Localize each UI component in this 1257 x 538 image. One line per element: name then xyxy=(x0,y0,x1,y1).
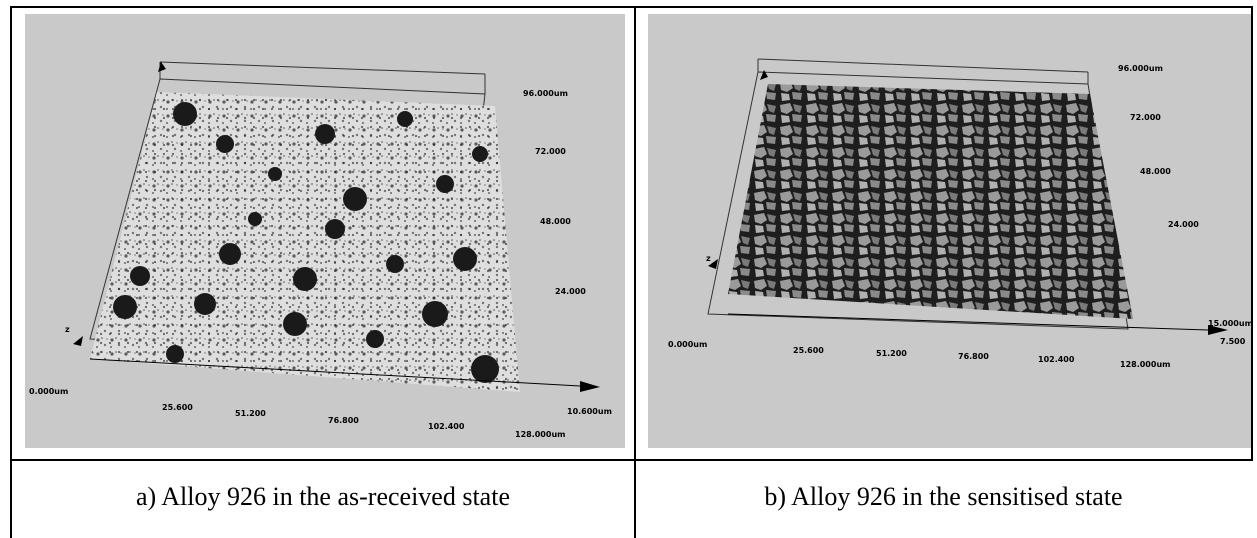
panel-a-x-tick-5: 128.000um xyxy=(515,430,565,439)
panel-b-surface-plot: 0.000um 25.600 51.200 76.800 102.400 128… xyxy=(668,58,1251,369)
panel-a-caption: a) Alloy 926 in the as-received state xyxy=(136,482,510,511)
panel-a-image: 0.000um 25.600 51.200 76.800 102.400 128… xyxy=(25,14,625,448)
panel-b-x-tick-4: 102.400 xyxy=(1038,355,1075,364)
panel-b-z-extra-label: 7.500 xyxy=(1220,337,1246,346)
panel-b-x-tick-2: 51.200 xyxy=(876,349,907,358)
panel-a-y-tick-2: 48.000 xyxy=(540,217,571,226)
figure-table: 0.000um 25.600 51.200 76.800 102.400 128… xyxy=(10,6,1253,538)
panel-a-x-tick-1: 25.600 xyxy=(162,403,193,412)
table-border-mid xyxy=(634,6,636,538)
panel-b-y-tick-3: 72.000 xyxy=(1130,113,1161,122)
panel-b-z-max-label: 15.000um xyxy=(1208,319,1251,328)
panel-a-y-tick-1: 24.000 xyxy=(555,287,586,296)
panel-a-y-tick-3: 72.000 xyxy=(535,147,566,156)
panel-a-z-max-label: 10.600um xyxy=(567,407,612,416)
panel-a-origin-label: 0.000um xyxy=(29,387,68,396)
panel-b-surface xyxy=(728,84,1133,319)
table-border-row xyxy=(10,459,1253,461)
panel-a-x-tick-4: 102.400 xyxy=(428,422,465,431)
panel-b-y-tick-1: 24.000 xyxy=(1168,220,1199,229)
panel-a-surface-plot: 0.000um 25.600 51.200 76.800 102.400 128… xyxy=(29,61,612,439)
panel-a-y-tick-4: 96.000um xyxy=(523,89,568,98)
panel-a-z-axis-label: z xyxy=(65,325,70,334)
table-border-right xyxy=(1251,6,1253,461)
table-border-top xyxy=(10,6,1253,8)
panel-b-x-tick-5: 128.000um xyxy=(1120,360,1170,369)
panel-b-caption: b) Alloy 926 in the sensitised state xyxy=(764,482,1123,511)
panel-b-x-tick-1: 25.600 xyxy=(793,346,824,355)
table-border-left xyxy=(10,6,12,538)
panel-b-origin-label: 0.000um xyxy=(668,340,707,349)
panel-a-x-tick-3: 76.800 xyxy=(328,416,359,425)
panel-a-x-tick-2: 51.200 xyxy=(235,409,266,418)
panel-b-z-axis-label: z xyxy=(706,254,711,263)
panel-b-y-tick-4: 96.000um xyxy=(1118,64,1163,73)
panel-b-y-tick-2: 48.000 xyxy=(1140,167,1171,176)
panel-b-image: 0.000um 25.600 51.200 76.800 102.400 128… xyxy=(648,14,1251,448)
panel-b-x-tick-3: 76.800 xyxy=(958,352,989,361)
